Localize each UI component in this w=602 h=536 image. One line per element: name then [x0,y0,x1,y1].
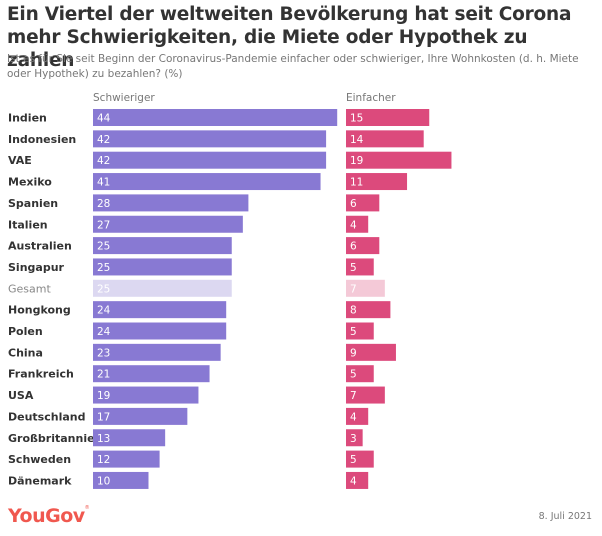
value-label-schwieriger-usa: 19 [97,390,110,402]
bar-einfacher-singapur [346,258,374,276]
bar-schwieriger-singapur [93,258,232,276]
bar-einfacher-hongkong [346,301,391,319]
category-label-polen: Polen [8,325,43,338]
value-label-schwieriger-gesamt: 25 [97,283,110,295]
bar-schwieriger-hongkong [93,301,227,319]
bar-schwieriger-spanien [93,194,249,212]
value-label-einfacher-schweden: 5 [350,454,357,466]
category-label-china: China [8,346,43,359]
value-label-schwieriger-vae: 42 [97,155,110,167]
value-label-einfacher-mexiko: 11 [350,177,363,189]
value-label-einfacher-australien: 6 [350,241,357,253]
bar-einfacher-polen [346,322,374,340]
bar-schwieriger-china [93,343,221,361]
value-label-einfacher-usa: 7 [350,390,357,402]
category-label-gesamt: Gesamt [8,282,51,295]
category-label-australien: Australien [8,240,72,253]
value-label-schwieriger-indien: 44 [97,113,111,125]
value-label-schwieriger-polen: 24 [97,326,111,338]
category-label-mexiko: Mexiko [8,176,52,189]
bar-schwieriger-australien [93,237,232,255]
value-label-einfacher-großbritannien: 3 [350,433,357,445]
category-label-großbritannien: Großbritannien [8,432,102,445]
bar-einfacher-usa [346,386,385,404]
value-label-schwieriger-spanien: 28 [97,198,110,210]
bar-einfacher-indonesien [346,130,424,148]
value-label-schwieriger-australien: 25 [97,241,110,253]
value-label-schwieriger-deutschland: 17 [97,411,110,423]
bar-schwieriger-vae [93,151,327,169]
yougov-logo: YouGov® [8,505,90,527]
value-label-einfacher-frankreich: 5 [350,369,357,381]
category-label-spanien: Spanien [8,197,58,210]
category-label-hongkong: Hongkong [8,304,71,317]
value-label-schwieriger-china: 23 [97,347,110,359]
value-label-schwieriger-schweden: 12 [97,454,110,466]
chart-subtitle: Ist es für Sie seit Beginn der Coronavir… [7,53,579,80]
value-label-einfacher-china: 9 [350,347,357,359]
value-label-schwieriger-indonesien: 42 [97,134,110,146]
value-label-einfacher-hongkong: 8 [350,305,357,317]
bar-einfacher-deutschland [346,407,369,425]
category-label-indien: Indien [8,112,47,125]
bar-einfacher-indien [346,109,430,126]
bar-einfacher-australien [346,237,380,255]
bar-schwieriger-indonesien [93,130,327,148]
value-label-einfacher-spanien: 6 [350,198,357,210]
bar-schwieriger-frankreich [93,365,210,383]
value-label-schwieriger-großbritannien: 13 [97,433,110,445]
category-label-usa: USA [8,389,34,402]
bar-schwieriger-italien [93,215,243,233]
bar-schwieriger-schweden [93,450,160,468]
bar-einfacher-china [346,343,396,361]
value-label-einfacher-singapur: 5 [350,262,357,274]
bar-einfacher-gesamt [346,279,385,297]
value-label-schwieriger-dänemark: 10 [97,475,110,487]
series-header-einfacher: Einfacher [346,92,396,104]
bar-einfacher-dänemark [346,471,369,489]
bar-schwieriger-polen [93,322,227,340]
value-label-einfacher-gesamt: 7 [350,283,357,295]
category-label-schweden: Schweden [8,453,71,466]
category-label-italien: Italien [8,218,48,231]
value-label-einfacher-deutschland: 4 [350,411,357,423]
value-label-schwieriger-hongkong: 24 [97,305,111,317]
bar-einfacher-italien [346,215,369,233]
chart-title: Ein Viertel der weltweiten Bevölkerung h… [7,4,572,71]
bar-schwieriger-mexiko [93,173,321,191]
category-label-frankreich: Frankreich [8,368,74,381]
series-header-schwieriger: Schwieriger [93,92,155,104]
bar-einfacher-vae [346,151,452,169]
bar-einfacher-mexiko [346,173,408,191]
category-label-dänemark: Dänemark [8,474,72,487]
value-label-einfacher-italien: 4 [350,219,357,231]
bar-schwieriger-usa [93,386,199,404]
category-label-vae: VAE [8,154,32,167]
bar-schwieriger-deutschland [93,407,188,425]
bar-einfacher-schweden [346,450,374,468]
bar-einfacher-frankreich [346,365,374,383]
bar-schwieriger-großbritannien [93,429,166,447]
value-label-einfacher-vae: 19 [350,155,363,167]
value-label-schwieriger-mexiko: 41 [97,177,110,189]
value-label-schwieriger-italien: 27 [97,219,110,231]
bar-schwieriger-gesamt [93,279,232,297]
bar-schwieriger-dänemark [93,471,149,489]
category-label-singapur: Singapur [8,261,65,274]
value-label-schwieriger-singapur: 25 [97,262,110,274]
bar-einfacher-spanien [346,194,380,212]
value-label-schwieriger-frankreich: 21 [97,369,110,381]
publication-date: 8. Juli 2021 [538,511,592,522]
value-label-einfacher-indonesien: 14 [350,134,364,146]
bar-schwieriger-indien [93,109,338,126]
category-label-deutschland: Deutschland [8,410,85,423]
category-label-indonesien: Indonesien [8,133,76,146]
value-label-einfacher-polen: 5 [350,326,357,338]
bar-einfacher-großbritannien [346,429,363,447]
value-label-einfacher-dänemark: 4 [350,475,357,487]
value-label-einfacher-indien: 15 [350,113,363,125]
